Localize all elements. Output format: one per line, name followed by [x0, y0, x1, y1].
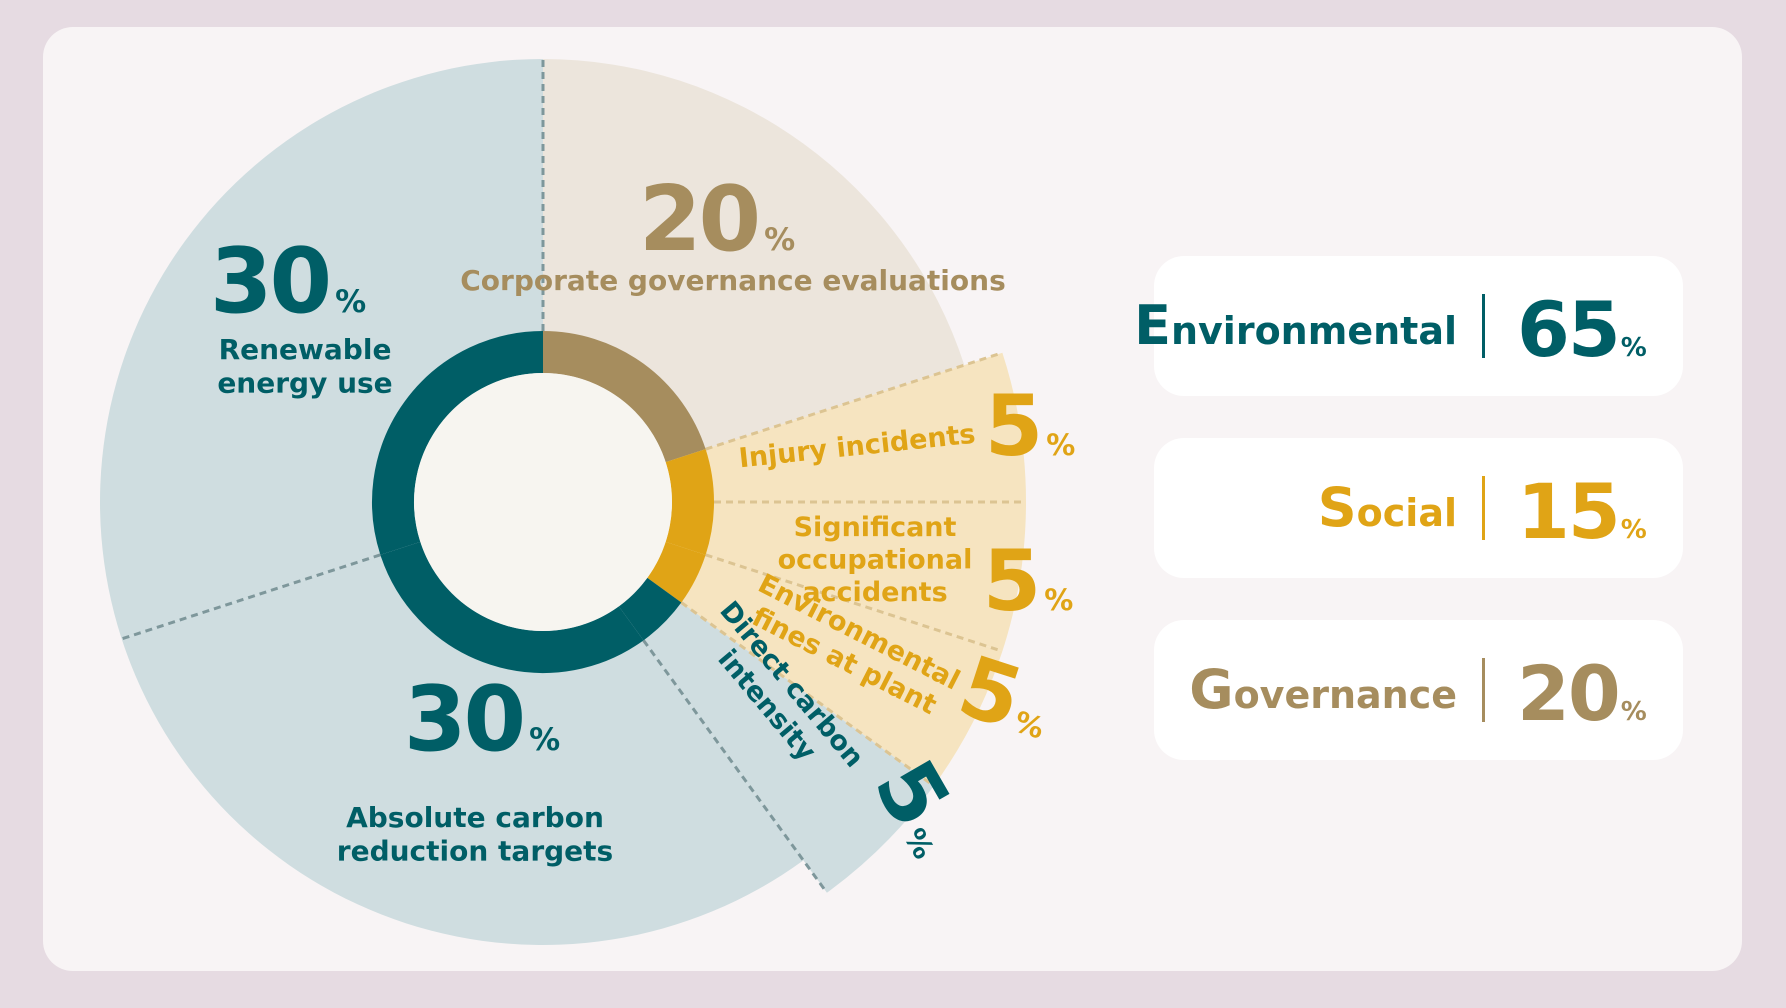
slice-name-line: accidents — [802, 577, 947, 608]
slice-divider — [121, 553, 381, 641]
slice-value-label: 20% — [639, 167, 795, 272]
slice-value-label: 30% — [210, 229, 366, 334]
summary-value-number: 20 — [1517, 649, 1621, 738]
slice-name-label: Absolute carbon reduction targets — [337, 801, 613, 868]
summary-value-unit: % — [1620, 333, 1647, 363]
ring-segment — [380, 541, 644, 673]
slice-value-unit: % — [529, 722, 560, 758]
slice-value-unit: % — [1010, 704, 1048, 745]
slice-divider — [705, 553, 1003, 653]
slice-name-line: Absolute carbon — [346, 801, 604, 834]
slice-name-label: Corporate governance evaluations — [460, 264, 1006, 297]
slice-value-label: 30% — [404, 667, 560, 772]
summary-name-initial: G — [1189, 658, 1234, 721]
slice-value-number: 30 — [404, 667, 523, 772]
ring-center — [414, 373, 672, 631]
summary-card-governance: Governance 20% — [1154, 620, 1683, 760]
summary-card-environmental: Environmental 65% — [1134, 256, 1683, 396]
summary-name-initial: E — [1134, 294, 1171, 357]
summary-divider — [1482, 294, 1485, 358]
summary-value: 65% — [1517, 256, 1647, 396]
slice-value-unit: % — [897, 823, 941, 865]
slice-value-unit: % — [1046, 428, 1075, 462]
slice-value-number: 5 — [985, 377, 1040, 475]
summary-name: Governance — [1189, 620, 1457, 760]
ring-segment — [372, 331, 544, 555]
summary-value-unit: % — [1620, 515, 1647, 545]
summary-divider — [1482, 476, 1485, 540]
slice-name-line: Renewable — [219, 333, 392, 366]
summary-name-rest: nvironmental — [1170, 309, 1457, 353]
summary-name-initial: S — [1317, 476, 1357, 539]
slice-name-label: Significant occupational accidents — [778, 512, 973, 608]
slice-name-line: reduction targets — [337, 835, 613, 868]
summary-value-number: 65 — [1517, 285, 1621, 374]
ring-segment — [618, 577, 682, 641]
slice-divider — [705, 351, 1003, 451]
slice-name-line: Corporate governance evaluations — [460, 264, 1006, 297]
ring-segment — [647, 541, 706, 603]
slice-name-line: energy use — [217, 367, 392, 400]
summary-name-rest: ocial — [1356, 491, 1457, 535]
summary-name: Environmental — [1134, 256, 1457, 396]
pie-slice — [121, 502, 804, 945]
ring-segment — [665, 449, 714, 503]
slice-value-unit: % — [335, 284, 366, 320]
summary-card-social: Social 15% — [1154, 438, 1683, 578]
summary-name-rest: overnance — [1233, 673, 1457, 717]
slice-value-number: 5 — [983, 532, 1038, 630]
slice-value-unit: % — [764, 222, 795, 258]
summary-value: 15% — [1517, 438, 1647, 578]
summary-value-number: 15 — [1517, 467, 1621, 556]
slice-divider — [642, 639, 829, 894]
summary-name: Social — [1318, 438, 1457, 578]
slice-value-number: 20 — [639, 167, 758, 272]
ring-segment — [542, 331, 706, 463]
slice-value-label: 5% — [985, 377, 1076, 475]
summary-value-unit: % — [1620, 697, 1647, 727]
slice-value-number: 30 — [210, 229, 329, 334]
summary-divider — [1482, 658, 1485, 722]
slice-value-label: 5% — [983, 532, 1074, 630]
slice-name-line: occupational — [778, 544, 973, 575]
slice-name-label: Renewable energy use — [217, 333, 392, 400]
slice-name-line: Significant — [794, 512, 957, 543]
slice-divider — [680, 601, 935, 788]
slice-value-unit: % — [1044, 583, 1073, 617]
ring-segment — [665, 501, 714, 555]
summary-value: 20% — [1517, 620, 1647, 760]
